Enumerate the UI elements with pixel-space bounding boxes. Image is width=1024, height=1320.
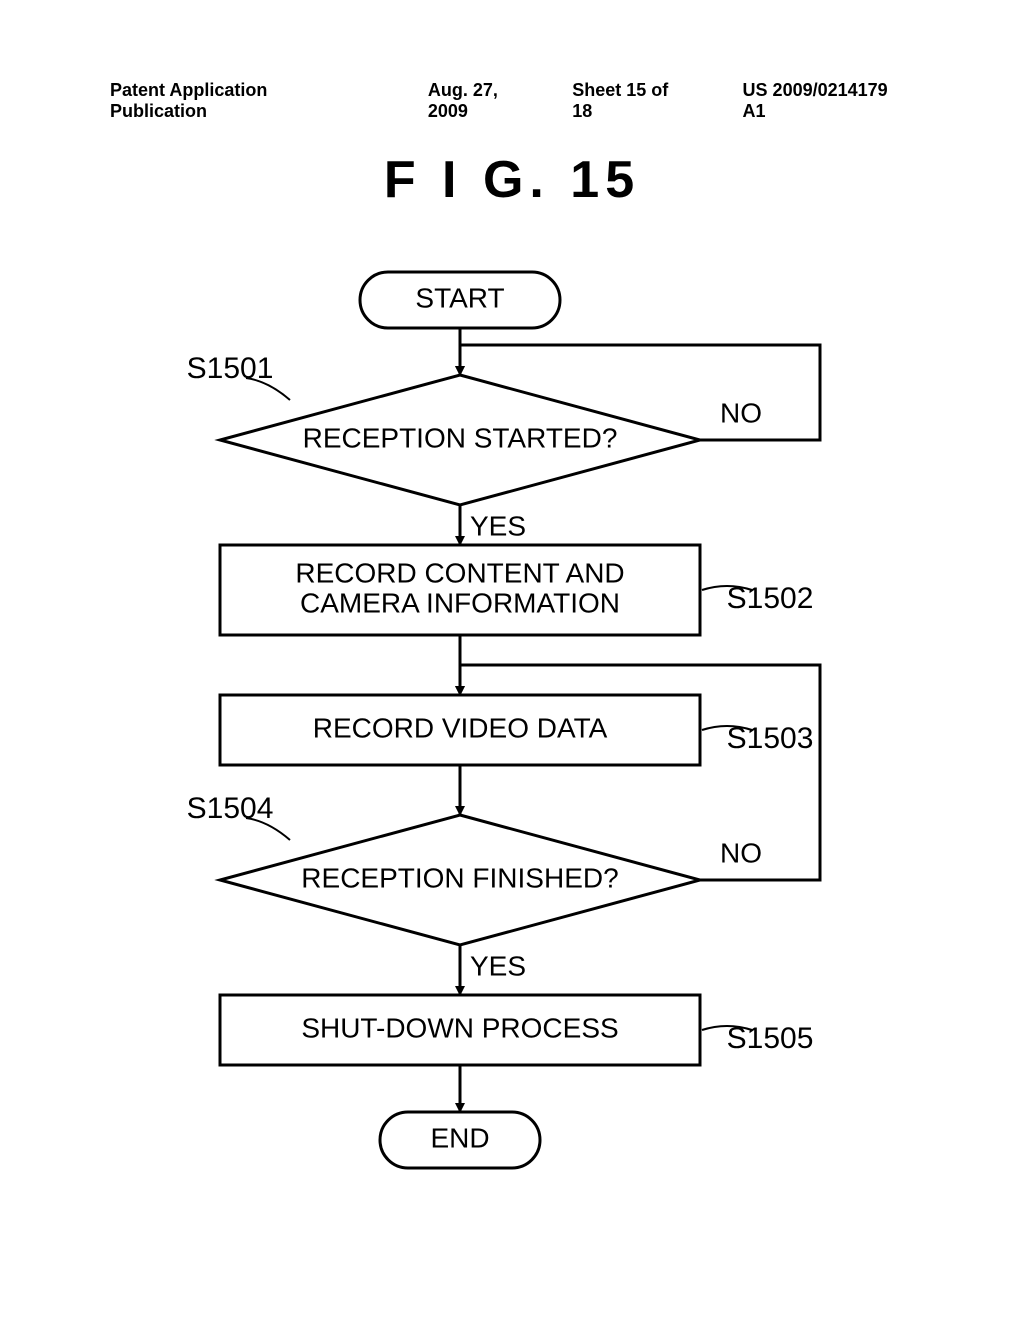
edge-label-6: NO	[720, 837, 762, 868]
edge-label-5: YES	[470, 950, 526, 981]
svg-text:RECEPTION FINISHED?: RECEPTION FINISHED?	[301, 862, 618, 893]
node-start: START	[360, 272, 560, 328]
edge-label-2: NO	[720, 397, 762, 428]
edge-6	[460, 665, 820, 880]
svg-text:START: START	[415, 282, 504, 313]
step-label-s1501: S1501	[187, 352, 274, 385]
node-s1502: RECORD CONTENT ANDCAMERA INFORMATION	[220, 545, 700, 635]
node-s1505: SHUT-DOWN PROCESS	[220, 995, 700, 1065]
node-s1503: RECORD VIDEO DATA	[220, 695, 700, 765]
node-end: END	[380, 1112, 540, 1168]
svg-text:RECEPTION STARTED?: RECEPTION STARTED?	[303, 422, 618, 453]
node-s1501: RECEPTION STARTED?	[220, 375, 700, 505]
svg-text:RECORD CONTENT AND: RECORD CONTENT AND	[295, 557, 624, 588]
svg-text:END: END	[430, 1122, 489, 1153]
step-label-s1504: S1504	[187, 792, 274, 825]
node-s1504: RECEPTION FINISHED?	[220, 815, 700, 945]
svg-text:RECORD VIDEO DATA: RECORD VIDEO DATA	[313, 712, 608, 743]
flowchart-svg: START RECEPTION STARTED? RECORD CONTENT AN…	[0, 0, 1024, 1320]
svg-text:SHUT-DOWN PROCESS: SHUT-DOWN PROCESS	[301, 1012, 618, 1043]
svg-text:CAMERA INFORMATION: CAMERA INFORMATION	[300, 587, 620, 618]
edge-label-1: YES	[470, 510, 526, 541]
